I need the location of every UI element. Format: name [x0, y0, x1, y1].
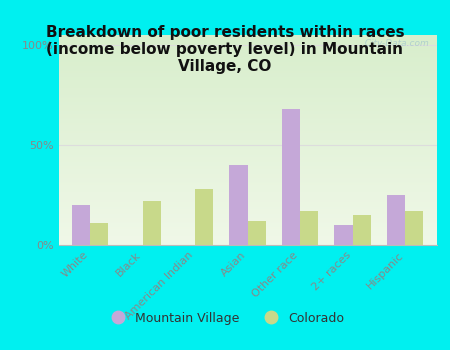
Bar [387, 195, 405, 245]
Bar [405, 211, 423, 245]
Bar [72, 205, 90, 245]
Bar [229, 165, 248, 245]
Bar [300, 211, 319, 245]
Legend: Mountain Village, Colorado: Mountain Village, Colorado [100, 307, 350, 330]
Bar [282, 109, 300, 245]
Bar [334, 225, 352, 245]
Text: City-Data.com: City-Data.com [359, 39, 429, 48]
Bar [248, 221, 266, 245]
Text: Breakdown of poor residents within races
(income below poverty level) in Mountai: Breakdown of poor residents within races… [46, 25, 404, 74]
Bar [195, 189, 213, 245]
Bar [143, 201, 161, 245]
Bar [352, 215, 371, 245]
Bar [90, 223, 108, 245]
